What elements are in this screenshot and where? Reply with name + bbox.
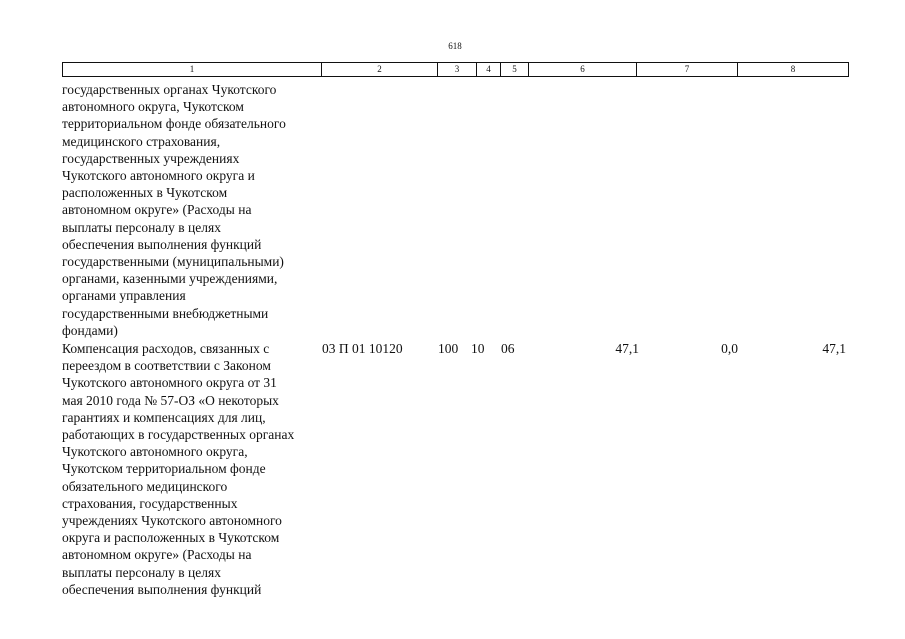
- description-line: Чукотского автономного округа,: [62, 444, 248, 460]
- description-line: обеспечения выполнения функций: [62, 581, 262, 597]
- description-line: расположенных в Чукотском: [62, 185, 228, 201]
- cell: 100: [438, 341, 459, 356]
- header-cell: 4: [476, 62, 501, 77]
- description-line: государственными (муниципальными): [62, 254, 284, 269]
- page-number: 618: [448, 41, 462, 51]
- description-line: автономном округе» (Расходы на: [62, 547, 252, 563]
- description-line: Чукотского автономного округа от 31: [62, 375, 277, 391]
- description-line: выплаты персоналу в целях: [62, 219, 221, 235]
- cell: 0,0: [721, 341, 738, 356]
- description-line: автономного округа, Чукотском: [62, 99, 244, 115]
- header-cell: 7: [636, 62, 738, 77]
- header-cell: 2: [321, 62, 438, 77]
- header-cell: 8: [737, 62, 849, 77]
- description-line: переездом в соответствии с Законом: [62, 358, 271, 374]
- cell: 03 П 01 10120: [322, 341, 403, 356]
- description-line: территориальном фонде обязательного: [62, 116, 286, 132]
- header-cell: 6: [528, 62, 637, 77]
- cell: 10: [471, 341, 485, 356]
- header-cell: 3: [437, 62, 477, 77]
- description-line: государственных органах Чукотского: [62, 82, 277, 97]
- description-line: государственными внебюджетными: [62, 305, 269, 321]
- description-line: обеспечения выполнения функций: [62, 236, 262, 252]
- description-line: органами, казенными учреждениями,: [62, 271, 278, 287]
- cell: 47,1: [615, 341, 639, 356]
- description-line: учреждениях Чукотского автономного: [62, 513, 282, 528]
- description-line: органами управления: [62, 288, 186, 304]
- description-line: медицинского страхования,: [62, 133, 221, 149]
- description-line: гарантиях и компенсациях для лиц,: [62, 409, 266, 425]
- description-line: обязательного медицинского: [62, 478, 228, 494]
- description-line: государственных учреждениях: [62, 150, 240, 166]
- description-line: страхования, государственных: [62, 495, 238, 511]
- description-line: мая 2010 года № 57-ОЗ «О некоторых: [62, 392, 279, 408]
- description-line: округа и расположенных в Чукотском: [62, 530, 280, 546]
- description-line: автономном округе» (Расходы на: [62, 202, 252, 218]
- description-line: Компенсация расходов, связанных с: [62, 341, 270, 356]
- description-line: выплаты персоналу в целях: [62, 564, 221, 580]
- header-cell: 1: [62, 62, 322, 77]
- cell: 06: [501, 341, 515, 356]
- description-line: работающих в государственных органах: [62, 427, 295, 442]
- description-line: Чукотского автономного округа и: [62, 168, 255, 183]
- cell: 47,1: [822, 341, 846, 356]
- description-line: фондами): [62, 322, 118, 338]
- description-line: Чукотском территориальном фонде: [62, 461, 266, 477]
- header-cell: 5: [500, 62, 529, 77]
